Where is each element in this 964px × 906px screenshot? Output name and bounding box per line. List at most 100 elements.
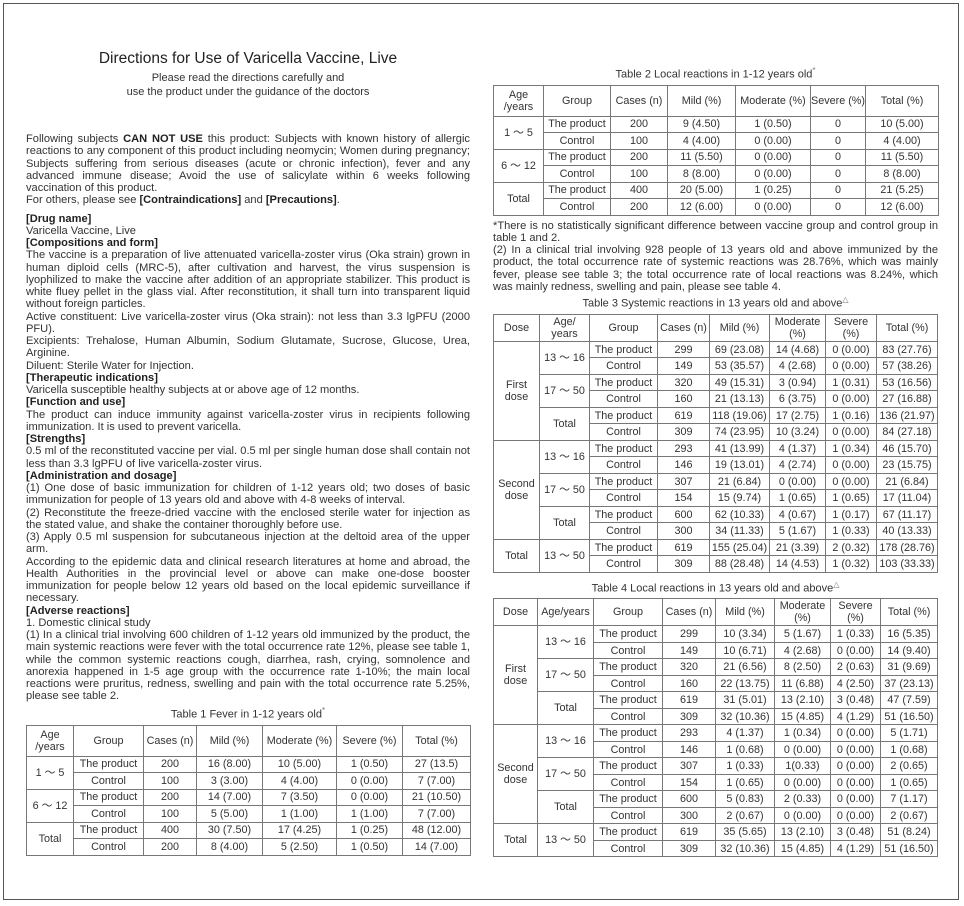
- table-row: 17 ～ 50 The product 307 1 (0.33) 1(0.33) 0 (0…: [494, 757, 938, 792]
- cases-cell: 309: [662, 839, 716, 858]
- column-header: Age /years: [26, 724, 74, 757]
- table-3-systemic-reactions: Dose Age/ years Group Cases (n) Mild (%) Mode…: [493, 313, 938, 573]
- page-border: [3, 3, 959, 900]
- paragraph: Excipients: Trehalose, Human Albumin, So…: [26, 335, 470, 360]
- paragraph: Diluent: Sterile Water for Injection.: [26, 359, 194, 372]
- cases-cell: 200: [143, 755, 197, 774]
- mild-cell: 4 (1.37): [715, 724, 775, 742]
- caption-text: Table 1 Fever in 1-12 years old: [170, 708, 322, 721]
- cases-cell: 299: [662, 625, 716, 643]
- header-row: Dose Age/ years Group Cases (n) Mild (%) Mode…: [493, 313, 938, 342]
- section-heading: [Adverse reactions]: [26, 604, 130, 617]
- caption-text: Table 2 Local reactions in 1-12 years ol…: [615, 68, 813, 81]
- group-cell: The product: [73, 755, 144, 774]
- table-row: Control 146 19 (13.01) 4 (2.74) 0 (0.00) 23 (…: [494, 456, 938, 474]
- cases-cell: 149: [662, 641, 716, 660]
- table-row: Total The product 619 31 (5.01) 13 (2.10) 3 (…: [494, 691, 938, 726]
- column-header: Total (%): [865, 84, 939, 117]
- moderate-cell: 0 (0.00): [769, 472, 826, 491]
- table-2-caption: Table 2 Local reactions in 1-12 years ol…: [493, 64, 938, 82]
- column-header: Moderate (%): [774, 598, 831, 627]
- table-row: Second dose 13 ～ 16 The product 293 41 (13.9…: [493, 439, 938, 540]
- table-row: 17 ～ 50 The product 307 21 (6.84) 0 (0.00) 0 …: [494, 472, 938, 507]
- table-3-caption: Table 3 Systemic reactions in 13 years o…: [493, 293, 938, 311]
- others-paragraph: For others, please see [Contraindication…: [26, 194, 470, 206]
- moderate-cell: 4 (2.68): [769, 357, 826, 375]
- total-cell: 51 (8.24): [880, 823, 938, 841]
- mild-cell: 53 (35.57): [709, 357, 770, 375]
- moderate-cell: 1 (0.34): [774, 724, 831, 742]
- total-cell: 10 (5.00): [865, 115, 939, 134]
- moderate-cell: 1 (0.65): [769, 489, 826, 507]
- mild-cell: 88 (28.48): [709, 555, 770, 573]
- moderate-cell: 13 (2.10): [774, 823, 831, 841]
- caption-text: Table 3 Systemic reactions in 13 years o…: [582, 297, 843, 310]
- column-header: Severe (%): [336, 724, 403, 757]
- group-cell: Control: [589, 390, 658, 408]
- cases-cell: 200: [610, 148, 668, 167]
- mild-cell: 118 (19.06): [709, 406, 770, 425]
- severe-cell: 1 (0.31): [825, 373, 877, 392]
- table-row: First dose 13 ～ 16 The product 299 10 (3.34)…: [493, 625, 938, 726]
- total-cell: 53 (16.56): [876, 373, 938, 392]
- total-cell: 21 (6.84): [876, 472, 938, 491]
- table-row: Control 160 22 (13.75) 11 (6.88) 4 (2.50) 37 …: [494, 674, 938, 693]
- cases-cell: 300: [662, 806, 716, 825]
- paragraph: The product can induce immunity against …: [26, 408, 470, 433]
- column-header: Severe (%): [830, 598, 881, 627]
- paragraph: (3) Apply 0.5 ml suspension for subcutan…: [26, 531, 470, 556]
- total-cell: 46 (15.70): [876, 439, 938, 458]
- table-row: Control 300 34 (11.33) 5 (1.67) 1 (0.33) 40 (…: [494, 522, 938, 540]
- table-2-local-reactions: Age /years Group Cases (n) Mild (%) Moderate…: [493, 84, 939, 216]
- total-cell: 178 (28.76): [876, 538, 938, 557]
- moderate-cell: 7 (3.50): [262, 788, 337, 807]
- page-title: Directions for Use of Varicella Vaccine,…: [98, 50, 398, 67]
- group-cell: The product: [73, 821, 144, 840]
- age-cell: 13 ～ 16: [537, 625, 594, 660]
- section-heading: [Strengths]: [26, 433, 86, 445]
- severe-cell: 0: [810, 198, 866, 216]
- mild-cell: 31 (5.01): [715, 691, 775, 709]
- cases-cell: 149: [657, 357, 710, 375]
- severe-cell: 1 (0.65): [825, 489, 877, 507]
- table-row: Control 100 8 (8.00) 0 (0.00) 0 8 (8.00): [494, 165, 939, 183]
- age-cell: Total: [537, 790, 594, 825]
- mild-cell: 5 (5.00): [196, 805, 263, 823]
- header-row: Dose Age/years Group Cases (n) Mild (%) Moder…: [493, 598, 938, 627]
- severe-cell: 2 (0.32): [825, 538, 877, 557]
- age-cell: Total: [26, 821, 74, 856]
- cases-cell: 293: [662, 724, 716, 742]
- moderate-cell: 15 (4.85): [774, 707, 831, 726]
- mild-cell: 32 (10.36): [715, 839, 775, 858]
- group-cell: Control: [543, 132, 611, 150]
- table-row: Control 100 5 (5.00) 1 (1.00) 1 (1.00) 7 (7.0…: [27, 805, 471, 823]
- moderate-cell: 8 (2.50): [774, 658, 831, 676]
- age-cell: 6 ～ 12: [493, 148, 544, 183]
- paragraph: The vaccine is a preparation of live att…: [26, 249, 470, 311]
- severe-cell: 3 (0.48): [830, 691, 881, 709]
- cases-cell: 309: [657, 555, 710, 573]
- column-header: Total (%): [402, 724, 471, 757]
- total-cell: 136 (21.97): [876, 406, 938, 425]
- right-column: Table 2 Local reactions in 1-12 years ol…: [493, 64, 939, 858]
- column-header: Total (%): [880, 598, 938, 627]
- moderate-cell: 0 (0.00): [735, 165, 811, 183]
- column-header: Age/ years: [539, 313, 590, 342]
- mild-cell: 15 (9.74): [709, 489, 770, 507]
- moderate-cell: 0 (0.00): [735, 132, 811, 150]
- age-cell: 13 ～ 16: [539, 439, 590, 474]
- group-cell: Control: [593, 740, 663, 759]
- severe-cell: 1 (1.00): [336, 805, 403, 823]
- column-header: Mild (%): [709, 313, 770, 342]
- cases-cell: 400: [610, 181, 668, 200]
- cases-cell: 320: [662, 658, 716, 676]
- moderate-cell: 5 (1.67): [774, 625, 831, 643]
- dose-cell: First dose: [493, 625, 538, 726]
- column-header: Dose: [493, 598, 538, 627]
- section-heading: [Compositions and form]: [26, 237, 158, 249]
- left-column: Directions for Use of Varicella Vaccine,…: [26, 50, 471, 856]
- table-row: Control 309 88 (28.48) 14 (4.53) 1 (0.32) 103…: [494, 555, 938, 573]
- severe-cell: 0 (0.00): [825, 357, 877, 375]
- dose-cell: Second dose: [493, 439, 540, 540]
- age-cell: 6 ～ 12: [26, 788, 74, 823]
